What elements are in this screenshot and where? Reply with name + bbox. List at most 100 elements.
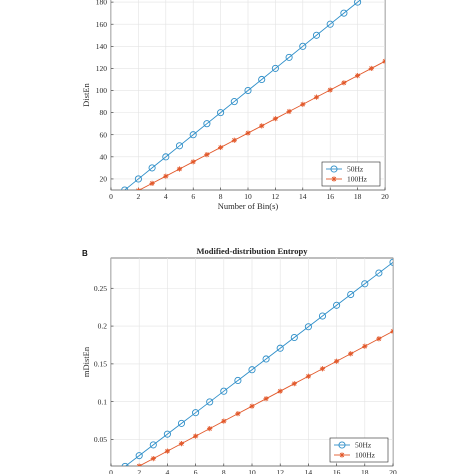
data-point-50hz bbox=[318, 312, 327, 320]
data-point-100hz bbox=[368, 65, 374, 72]
data-point-100hz bbox=[150, 455, 156, 462]
legend-label-50hz: 50Hz bbox=[355, 441, 372, 450]
y-tick-label: 0.25 bbox=[94, 284, 107, 293]
x-tick-label: 2 bbox=[137, 192, 141, 201]
data-point-50hz bbox=[285, 53, 293, 61]
data-point-50hz bbox=[220, 387, 228, 395]
data-point-50hz bbox=[135, 452, 143, 460]
data-point-50hz bbox=[206, 398, 214, 406]
data-point-50hz bbox=[177, 419, 186, 427]
data-point-50hz bbox=[148, 164, 156, 172]
legend-marker-50hz bbox=[338, 441, 346, 449]
data-point-50hz bbox=[299, 42, 307, 50]
data-point-100hz bbox=[313, 94, 320, 100]
y-tick-label: 180 bbox=[96, 0, 108, 7]
y-tick-label: 20 bbox=[100, 175, 108, 184]
data-point-50hz bbox=[361, 280, 369, 288]
legend-label-100hz: 100Hz bbox=[355, 451, 376, 460]
data-point-100hz bbox=[204, 152, 210, 158]
data-point-100hz bbox=[218, 144, 224, 151]
data-point-100hz bbox=[382, 58, 385, 64]
x-tick-label: 4 bbox=[164, 192, 168, 201]
series-line-100hz bbox=[138, 60, 385, 190]
data-point-50hz bbox=[175, 142, 184, 150]
data-point-100hz bbox=[207, 426, 213, 432]
data-point-50hz bbox=[189, 131, 197, 139]
x-tick-label: 20 bbox=[381, 192, 389, 201]
x-tick-label: 2 bbox=[137, 468, 141, 474]
data-point-100hz bbox=[390, 328, 393, 334]
x-tick-label: 6 bbox=[194, 468, 198, 474]
legend-marker-50hz bbox=[330, 165, 338, 173]
data-point-100hz bbox=[334, 358, 340, 364]
y-axis-label: mDistEn bbox=[81, 346, 91, 377]
x-tick-label: 0 bbox=[109, 468, 113, 474]
x-axis-label: Number of Bin(s) bbox=[218, 201, 279, 211]
y-tick-label: 120 bbox=[96, 64, 108, 73]
data-point-100hz bbox=[245, 130, 251, 136]
x-tick-label: 14 bbox=[299, 192, 307, 201]
legend-label-100hz: 100Hz bbox=[347, 175, 368, 184]
legend-box bbox=[329, 437, 389, 463]
data-point-100hz bbox=[122, 195, 127, 200]
x-tick-label: 10 bbox=[244, 192, 252, 201]
legend-box bbox=[321, 161, 381, 187]
data-point-50hz bbox=[375, 269, 383, 277]
data-point-100hz bbox=[231, 137, 237, 143]
data-point-100hz bbox=[291, 381, 297, 387]
x-tick-label: 14 bbox=[305, 468, 313, 474]
chart-panel-2: 0 2 4 6 8 10 12 14 16 18 20 0.05 0.1 0.15 0.2 0.25 mDist… bbox=[81, 246, 397, 474]
data-point-100hz bbox=[355, 73, 361, 79]
x-tick-label: 12 bbox=[276, 468, 284, 474]
data-point-100hz bbox=[362, 343, 368, 349]
x-tick-label: 0 bbox=[109, 192, 113, 201]
x-tick-label: 18 bbox=[354, 192, 362, 201]
chart-title: Modified-distribution Entropy bbox=[196, 246, 308, 256]
data-point-100hz bbox=[221, 418, 227, 424]
data-point-50hz bbox=[333, 301, 341, 309]
y-tick-label: 140 bbox=[96, 42, 108, 51]
data-point-100hz bbox=[163, 173, 169, 179]
data-point-50hz bbox=[234, 376, 242, 385]
data-point-50hz bbox=[258, 75, 266, 84]
x-tick-label: 18 bbox=[361, 468, 369, 474]
data-point-50hz bbox=[217, 109, 225, 117]
data-point-100hz bbox=[164, 448, 170, 454]
y-tick-label: 80 bbox=[100, 108, 108, 117]
data-point-50hz bbox=[134, 175, 142, 183]
data-point-100hz bbox=[263, 396, 269, 402]
data-point-50hz bbox=[262, 355, 270, 363]
data-point-100hz bbox=[193, 433, 199, 439]
x-tick-label: 8 bbox=[219, 192, 223, 201]
data-point-100hz bbox=[149, 180, 155, 186]
series-group bbox=[121, 0, 385, 200]
data-point-50hz bbox=[354, 0, 362, 6]
data-point-50hz bbox=[192, 409, 200, 417]
legend-label-50hz: 50Hz bbox=[347, 165, 364, 174]
data-point-100hz bbox=[176, 166, 183, 172]
x-tick-label: 6 bbox=[191, 192, 195, 201]
x-tick-label: 4 bbox=[166, 468, 170, 474]
y-tick-label: 0.2 bbox=[98, 322, 108, 331]
data-point-50hz bbox=[121, 462, 129, 466]
data-point-100hz bbox=[249, 403, 255, 409]
data-point-100hz bbox=[319, 366, 326, 372]
data-point-50hz bbox=[244, 86, 252, 95]
series-line-100hz bbox=[138, 330, 393, 466]
data-point-50hz bbox=[347, 290, 355, 299]
data-point-100hz bbox=[235, 411, 241, 417]
y-tick-label: 40 bbox=[100, 152, 108, 161]
series-group bbox=[121, 258, 393, 466]
data-point-100hz bbox=[300, 101, 306, 107]
data-point-100hz bbox=[327, 87, 333, 93]
y-tick-label: 160 bbox=[96, 20, 108, 29]
data-point-50hz bbox=[271, 64, 279, 72]
data-point-50hz bbox=[276, 344, 284, 352]
data-point-50hz bbox=[248, 366, 256, 374]
data-point-50hz bbox=[163, 430, 171, 438]
panel-letter: B bbox=[82, 249, 88, 258]
y-tick-label: 0.05 bbox=[94, 435, 107, 444]
